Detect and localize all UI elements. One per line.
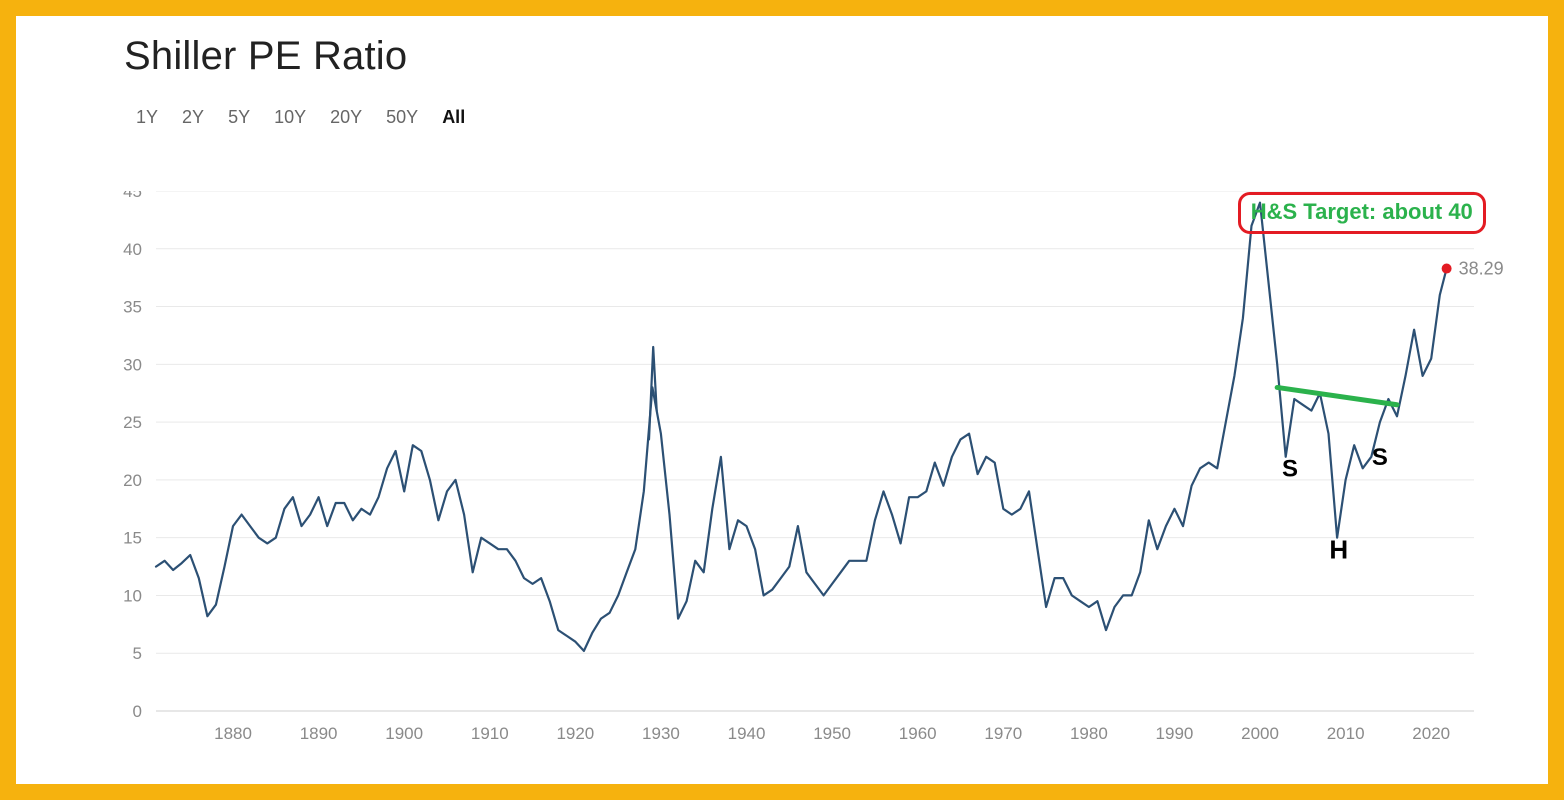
x-tick-label: 2020 (1412, 724, 1450, 743)
x-tick-label: 1910 (471, 724, 509, 743)
x-tick-label: 1900 (385, 724, 423, 743)
range-tab-5y[interactable]: 5Y (228, 107, 250, 128)
pattern-label-s2: S (1372, 444, 1388, 471)
y-tick-label: 15 (123, 529, 142, 548)
range-tab-20y[interactable]: 20Y (330, 107, 362, 128)
y-tick-label: 5 (133, 644, 142, 663)
chart-frame: Shiller PE Ratio 1Y 2Y 5Y 10Y 20Y 50Y All 0 5 10… (0, 0, 1564, 800)
x-tick-label: 1930 (642, 724, 680, 743)
range-tab-all[interactable]: All (442, 107, 465, 128)
last-point-dot (1442, 264, 1452, 274)
chart-title: Shiller PE Ratio (124, 34, 1548, 79)
y-tick-label: 30 (123, 355, 142, 374)
y-tick-label: 45 (123, 191, 142, 201)
x-tick-label: 1890 (300, 724, 338, 743)
series-line (156, 203, 1447, 651)
x-tick-label: 1980 (1070, 724, 1108, 743)
pattern-label-h: H (1329, 534, 1348, 564)
range-tab-1y[interactable]: 1Y (136, 107, 158, 128)
y-tick-label: 35 (123, 298, 142, 317)
y-tick-label: 40 (123, 240, 142, 259)
x-tick-label: 1970 (984, 724, 1022, 743)
x-tick-label: 1990 (1156, 724, 1194, 743)
x-tick-label: 1940 (728, 724, 766, 743)
line-chart-svg: 0 5 10 15 20 25 30 35 40 45 1880 1890 1900 1910 1920 19… (96, 191, 1516, 756)
range-tab-10y[interactable]: 10Y (274, 107, 306, 128)
x-tick-label: 2010 (1327, 724, 1365, 743)
y-tick-label: 0 (133, 702, 142, 721)
y-tick-label: 25 (123, 413, 142, 432)
x-tick-label: 2000 (1241, 724, 1279, 743)
target-annotation: H&S Target: about 40 (1238, 192, 1486, 234)
plot-area: 0 5 10 15 20 25 30 35 40 45 1880 1890 1900 1910 1920 19… (96, 191, 1516, 756)
x-tick-label: 1880 (214, 724, 252, 743)
x-tick-label: 1920 (556, 724, 594, 743)
y-tick-label: 20 (123, 471, 142, 490)
pattern-label-s1: S (1282, 455, 1298, 482)
last-point-label: 38.29 (1459, 259, 1504, 279)
x-tick-label: 1950 (813, 724, 851, 743)
target-annotation-text: H&S Target: about 40 (1251, 199, 1473, 224)
neckline (1277, 387, 1397, 404)
range-selector: 1Y 2Y 5Y 10Y 20Y 50Y All (136, 107, 1548, 128)
y-tick-label: 10 (123, 586, 142, 605)
range-tab-50y[interactable]: 50Y (386, 107, 418, 128)
x-tick-label: 1960 (899, 724, 937, 743)
range-tab-2y[interactable]: 2Y (182, 107, 204, 128)
